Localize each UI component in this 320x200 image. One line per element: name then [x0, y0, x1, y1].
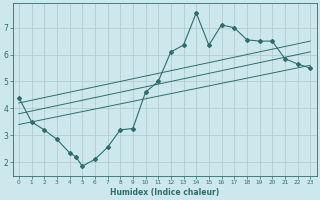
X-axis label: Humidex (Indice chaleur): Humidex (Indice chaleur) — [110, 188, 219, 197]
